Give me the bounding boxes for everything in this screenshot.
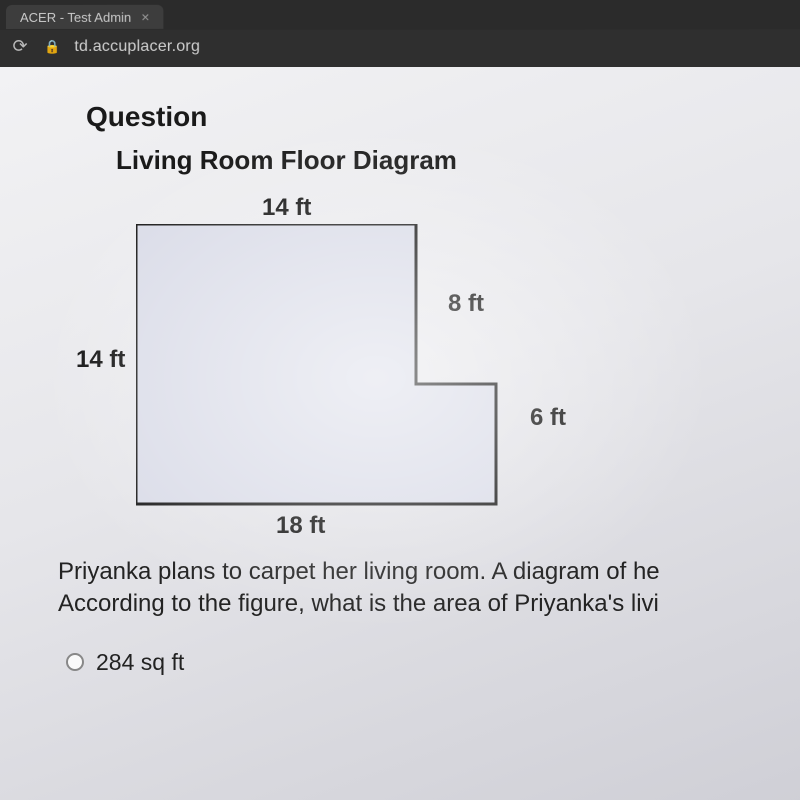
question-body: Priyanka plans to carpet her living room… — [58, 556, 776, 621]
page-content: Question Living Room Floor Diagram 14 ft… — [0, 67, 800, 800]
browser-chrome: ACER - Test Admin × ⟳ 🔒 td.accuplacer.or… — [0, 0, 800, 67]
address-bar-row: ⟳ 🔒 td.accuplacer.org — [0, 29, 800, 67]
dim-bottom: 18 ft — [276, 512, 325, 540]
floor-polygon — [136, 224, 496, 504]
tab-title: ACER - Test Admin — [20, 9, 131, 24]
dim-right-upper: 8 ft — [448, 290, 484, 318]
tab-row: ACER - Test Admin × — [0, 3, 800, 30]
dim-left: 14 ft — [76, 346, 125, 374]
browser-tab[interactable]: ACER - Test Admin × — [6, 5, 164, 29]
floor-diagram: 14 ft 14 ft 8 ft 6 ft 18 ft — [76, 194, 636, 534]
floorplan-svg — [136, 224, 516, 524]
body-line-2: According to the figure, what is the are… — [58, 590, 659, 617]
dim-top: 14 ft — [262, 194, 311, 222]
option-label-a: 284 sq ft — [96, 649, 184, 676]
dim-right-lower: 6 ft — [530, 404, 566, 432]
diagram-title: Living Room Floor Diagram — [116, 145, 776, 176]
lock-icon: 🔒 — [44, 38, 60, 54]
reload-icon[interactable]: ⟳ — [10, 36, 30, 57]
url-display[interactable]: td.accuplacer.org — [74, 37, 200, 55]
body-line-1: Priyanka plans to carpet her living room… — [58, 558, 660, 585]
question-heading: Question — [86, 101, 776, 133]
radio-icon[interactable] — [66, 653, 84, 671]
close-icon[interactable]: × — [141, 9, 149, 25]
answer-option-a[interactable]: 284 sq ft — [66, 649, 776, 676]
